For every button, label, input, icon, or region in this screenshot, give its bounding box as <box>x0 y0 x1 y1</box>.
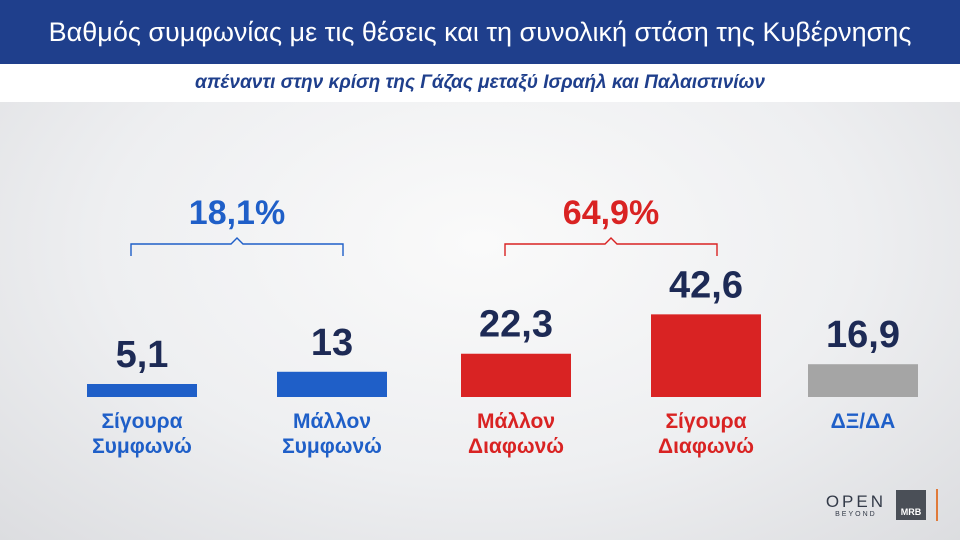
open-logo-text: OPEN <box>825 492 886 511</box>
chart-title: Βαθμός συμφωνίας με τις θέσεις και τη συ… <box>0 0 960 64</box>
group-bracket-1 <box>130 237 344 256</box>
logo-divider <box>936 489 938 521</box>
bar-value-label-2: 13 <box>311 322 353 364</box>
bar-5 <box>808 364 918 397</box>
bar-2 <box>277 371 387 397</box>
chart-subtitle: απέναντι στην κρίση της Γάζας μεταξύ Ισρ… <box>0 64 960 102</box>
group-bracket-2 <box>504 237 718 256</box>
category-label-5-line-1: ΔΞ/ΔΑ <box>831 410 896 433</box>
bar-value-label-5: 16,9 <box>826 314 900 356</box>
category-label-4-line-1: Σίγουρα <box>665 410 746 433</box>
group-total-label-2: 64,9% <box>563 194 659 232</box>
category-label-1-line-1: Σίγουρα <box>101 410 182 433</box>
bar-value-label-3: 22,3 <box>479 304 553 346</box>
mrb-logo: MRB <box>896 490 926 520</box>
bar-3 <box>461 353 571 397</box>
bar-4 <box>651 314 761 397</box>
category-label-3-line-2: Διαφωνώ <box>468 435 564 458</box>
category-label-3-line-1: Μάλλον <box>477 410 555 433</box>
bar-value-label-1: 5,1 <box>116 334 169 376</box>
category-label-2-line-2: Συμφωνώ <box>282 435 382 458</box>
bar-1 <box>87 384 197 397</box>
group-total-label-1: 18,1% <box>189 194 285 232</box>
category-label-1-line-2: Συμφωνώ <box>92 435 192 458</box>
open-logo-subtext: BEYOND <box>835 511 877 518</box>
logos: OPEN BEYOND MRB <box>826 488 938 522</box>
bar-value-label-4: 42,6 <box>669 264 743 306</box>
bar-chart: 5,1ΣίγουραΣυμφωνώ13ΜάλλονΣυμφωνώ22,3Μάλλ… <box>87 194 918 458</box>
open-beyond-logo: OPEN BEYOND <box>826 492 886 518</box>
category-label-4-line-2: Διαφωνώ <box>658 435 754 458</box>
category-label-2-line-1: Μάλλον <box>293 410 371 433</box>
